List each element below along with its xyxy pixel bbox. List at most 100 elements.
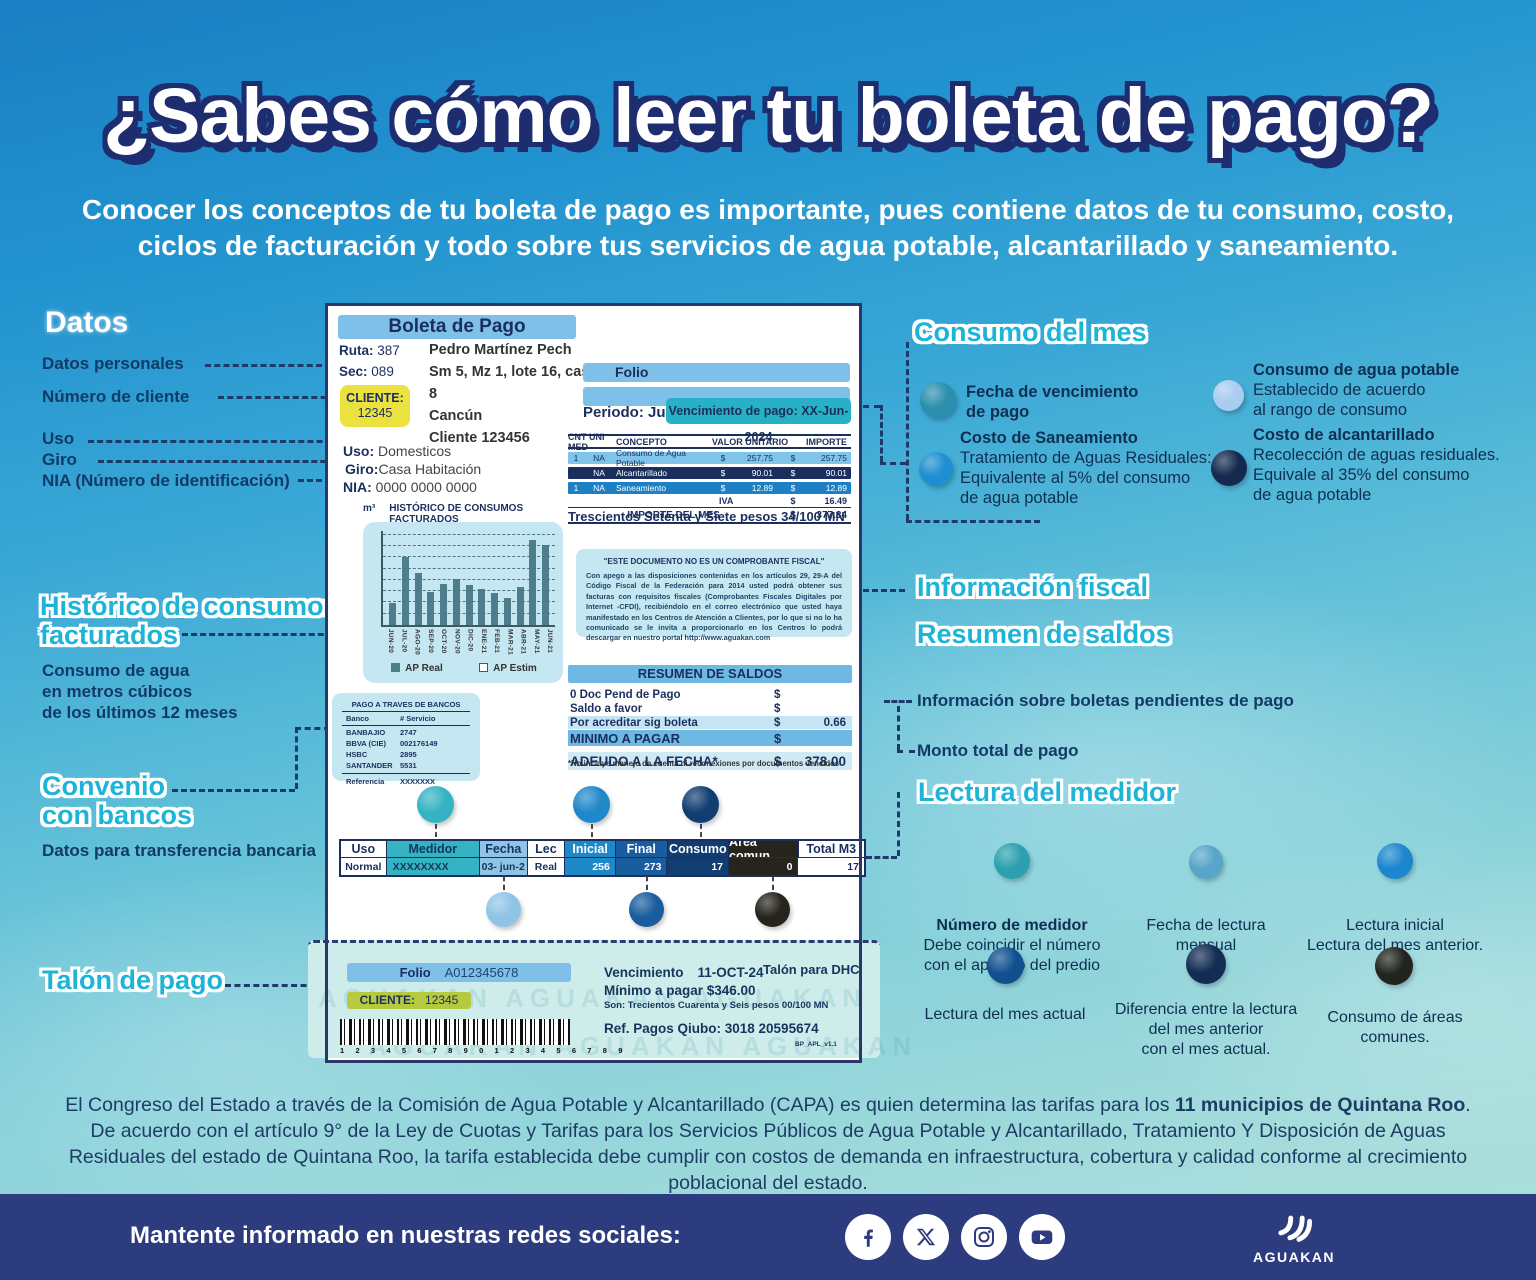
- meter-header-cell: Lec: [527, 841, 566, 858]
- talon-ref-qiubo: Ref. Pagos Qiubo: 3018 20595674: [604, 1021, 819, 1036]
- label-giro: Giro: [42, 450, 77, 469]
- connector-line: [884, 700, 912, 703]
- talon-cliente-bar: CLIENTE: 12345: [347, 992, 471, 1009]
- meter-cell: 17: [798, 858, 864, 875]
- instagram-icon[interactable]: [961, 1214, 1007, 1260]
- bank-box-title: PAGO A TRAVES DE BANCOS: [342, 700, 470, 712]
- lectura-item-6: Consumo de áreas comunes.: [1327, 1009, 1463, 1046]
- resumen-saldos-bar: RESUMEN DE SALDOS: [568, 665, 852, 683]
- saldo-row: 0 Doc Pend de Pago $: [570, 688, 781, 701]
- connector-line: [172, 789, 295, 792]
- customer-address: Sm 5, Mz 1, lote 16, casa 8: [429, 364, 598, 402]
- label-historico-desc: Consumo de agua en metros cúbicos de los…: [42, 661, 238, 722]
- youtube-icon[interactable]: [1019, 1214, 1065, 1260]
- bank-row: BBVA (CIE) 002176149: [346, 739, 438, 748]
- connector-line: [182, 633, 360, 636]
- connector-line: [866, 856, 897, 859]
- total-row: IMPORTE DEL MES $377.34: [568, 508, 851, 524]
- meter-value-row: Normal XXXXXXXX 03- jun-2 Real 256 273 1…: [341, 858, 864, 875]
- dot-area-comun: [755, 892, 790, 927]
- talon-version: BP_APL_v1.1: [795, 1041, 837, 1048]
- section-heading-consumo-mes: Consumo del mes: [914, 317, 1147, 347]
- chart-bar: [465, 584, 473, 625]
- page-title: ¿Sabes cómo leer tu boleta de pago?: [103, 73, 1434, 159]
- uso-line: Uso: Domesticos: [343, 443, 452, 459]
- section-heading-datos: Datos: [45, 306, 129, 339]
- chart-month-label: OCT-20: [440, 629, 447, 654]
- legend-ap-real: AP Real: [391, 663, 443, 674]
- section-heading-talon: Talón de pago: [42, 965, 223, 995]
- concept-row: 1 NA Consumo de Agua Potable $ 257.75 $ 257…: [568, 448, 851, 468]
- meter-cell: 03- jun-2: [479, 858, 528, 875]
- chart-month-label: JUN-20: [387, 629, 394, 654]
- chart-month-label: DIC-20: [466, 629, 474, 652]
- minimo-pagar-bar: MINIMO A PAGAR $: [568, 730, 852, 746]
- legal-paragraph: El Congreso del Estado a través de la Co…: [65, 1094, 1471, 1194]
- chart-bar: [529, 540, 537, 625]
- chart-bar: [427, 592, 435, 625]
- aguakan-swirl-icon: [1278, 1215, 1313, 1242]
- iva-row: IVA $16.49: [568, 494, 851, 508]
- giro-line: Giro:Casa Habitación: [345, 461, 482, 477]
- connector-line: [98, 460, 344, 463]
- bank-row: BANBAJIO 2747: [346, 728, 417, 737]
- meter-cell: Normal: [341, 858, 387, 875]
- meter-header-cell: Uso: [341, 841, 387, 858]
- label-boletas-pendientes: Información sobre boletas pendientes de …: [917, 691, 1294, 710]
- meter-cell: Real: [527, 858, 566, 875]
- talon-son: Son: Trecientos Cuarenta y Seis pesos 00…: [604, 1000, 829, 1011]
- dot-stub: [591, 824, 593, 837]
- footer-message: Mantente informado en nuestras redes soc…: [130, 1222, 681, 1249]
- connector-line: [906, 342, 909, 520]
- chart-month-label: MAY-21: [532, 629, 540, 654]
- customer-number: Cliente 123456: [429, 430, 530, 446]
- consumo-item-3: Costo de Saneamiento Tratamiento de Agua…: [960, 429, 1212, 507]
- chart-title: HISTÓRICO DE CONSUMOS FACTURADOS: [389, 503, 524, 525]
- barcode-digits: 1 2 3 4 5 6 7 8 9 0 1 2 3 4 5 6 7 8 9: [340, 1046, 627, 1055]
- ruta-line: Ruta: 387: [339, 343, 400, 358]
- section-heading-lectura: Lectura del medidor: [918, 777, 1177, 807]
- section-heading-info-fiscal: Información fiscal: [917, 572, 1149, 602]
- chart-month-label: JUN-21: [546, 629, 553, 654]
- chart-bar: [503, 597, 511, 625]
- sec-line: Sec: 089: [339, 364, 394, 379]
- aguakan-brand-name: AGUAKAN: [1252, 1249, 1336, 1265]
- concepts-table: CNT UNI MED CONCEPTO VALOR UNITARIO IMPO…: [568, 432, 851, 524]
- legend-swatch-empty: [479, 663, 489, 672]
- saldo-row: Saldo a favor $: [570, 702, 781, 715]
- meter-header-cell: Fecha: [479, 841, 528, 858]
- chart-month-label: NOV-20: [453, 629, 461, 654]
- connector-line: [205, 364, 322, 367]
- amount-in-words: Trescientos Setenta y Siete pesos 34/100…: [568, 509, 845, 524]
- meter-cell: 0: [729, 858, 799, 875]
- meter-header-cell: Consumo: [667, 841, 730, 858]
- boleta-title-bar: Boleta de Pago: [338, 315, 576, 339]
- dot-fecha-lectura: [1189, 845, 1223, 879]
- aguakan-logo: AGUAKAN: [1244, 1200, 1344, 1265]
- dot-stub: [646, 876, 648, 890]
- meter-header-row: Uso Medidor Fecha Lec Inicial Final Cons…: [341, 841, 864, 858]
- meter-header-cell: Final: [615, 841, 668, 858]
- label-monto-total: Monto total de pago: [917, 741, 1079, 760]
- label-nia: NIA (Número de identificación): [42, 471, 290, 490]
- dot-consumo: [682, 786, 719, 823]
- consumo-item-2: Consumo de agua potable Establecido de a…: [1253, 361, 1460, 419]
- chart-bar: [414, 573, 422, 625]
- dot-fecha-vencimiento: [920, 382, 956, 418]
- label-uso: Uso: [42, 429, 75, 448]
- section-heading-convenio: Convenio con bancos: [42, 771, 193, 830]
- talon-minimo: Mínimo a pagar $346.00: [604, 983, 756, 998]
- dot-stub: [700, 824, 702, 837]
- connector-line: [88, 440, 350, 443]
- x-twitter-icon[interactable]: [903, 1214, 949, 1260]
- cliente-badge: CLIENTE: 12345: [340, 385, 410, 427]
- connector-line: [863, 589, 905, 592]
- bank-reference-row: Referencia XXXXXXX: [342, 773, 470, 786]
- chart-plot-area: [381, 531, 555, 627]
- chart-bar: [478, 589, 486, 625]
- boleta-document: Boleta de Pago Ruta: 387 Sec: 089 Pedro …: [325, 303, 866, 1063]
- facebook-icon[interactable]: [845, 1214, 891, 1260]
- bank-header: Banco # Servicio: [342, 712, 470, 726]
- connector-line: [298, 479, 340, 482]
